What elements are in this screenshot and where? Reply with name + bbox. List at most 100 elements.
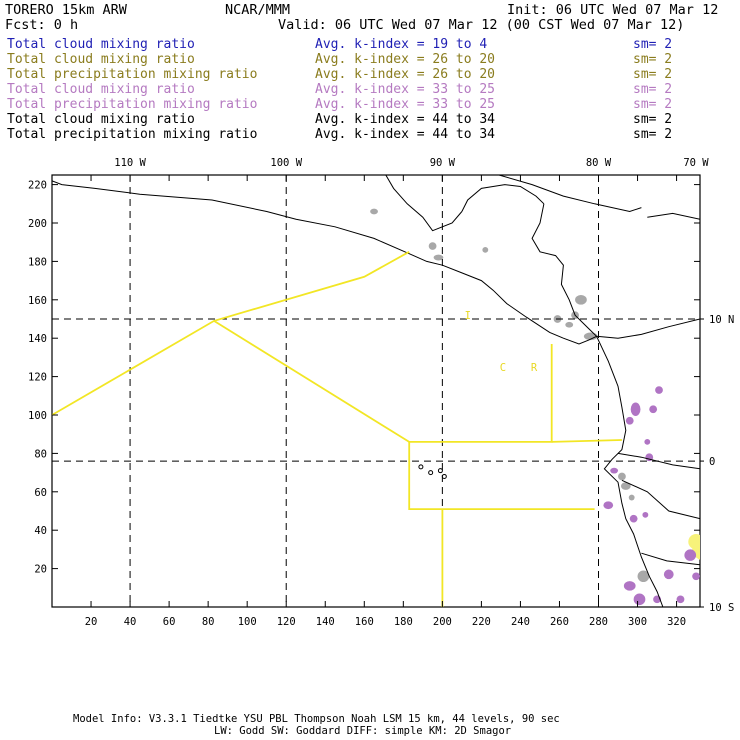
shading-blob: [630, 402, 641, 416]
shading-blob: [618, 472, 626, 481]
x-tick-label: 140: [316, 616, 335, 628]
region-letter: I: [465, 310, 471, 322]
islands: [418, 464, 447, 479]
shading-blob: [575, 295, 587, 305]
legend-field: Total cloud mixing ratio: [7, 37, 195, 52]
galapagos-1: [418, 464, 424, 470]
x-tick-label: 200: [433, 616, 452, 628]
physics-info: LW: Godd SW: Goddard DIFF: simple KM: 2D…: [214, 725, 511, 737]
shading-blob: [727, 538, 735, 546]
legend-smoothing: sm= 2: [633, 52, 672, 67]
shading-blob: [684, 549, 697, 561]
shading-blob: [428, 242, 437, 250]
model-info: Model Info: V3.3.1 Tiedtke YSU PBL Thomp…: [73, 713, 560, 725]
legend-row: Total cloud mixing ratio Avg. k-index = 4…: [7, 112, 672, 127]
header: TORERO 15km ARW NCAR/MMM Init: 06 UTC We…: [5, 2, 718, 33]
shading-blob: [633, 593, 646, 606]
x-tick-label: 300: [628, 616, 647, 628]
legend-k-index: Avg. k-index = 44 to 34: [315, 112, 495, 127]
shading-blob: [610, 467, 619, 474]
peru-border: [621, 479, 700, 520]
shading-blob: [637, 570, 650, 583]
region-letter: C: [500, 362, 506, 374]
legend-field: Total cloud mixing ratio: [7, 112, 195, 127]
y-tick-label: 140: [28, 333, 47, 345]
central-america-coast: [442, 264, 597, 345]
legend-smoothing: sm= 2: [633, 112, 672, 127]
model-title: TORERO 15km ARW: [5, 2, 128, 18]
shading-blob: [620, 482, 631, 490]
longitude-label: 70 W: [683, 157, 709, 169]
y-tick-label: 120: [28, 372, 47, 384]
shading-blob: [629, 514, 638, 523]
legend-smoothing: sm= 2: [633, 127, 672, 142]
legend-row: Total cloud mixing ratio Avg. k-index = 1…: [7, 37, 672, 52]
x-tick-label: 20: [85, 616, 98, 628]
organization: NCAR/MMM: [225, 2, 290, 18]
y-tick-label: 60: [34, 487, 47, 499]
legend-k-index: Avg. k-index = 19 to 4: [315, 37, 487, 52]
x-tick-label: 100: [238, 616, 257, 628]
init-time: Init: 06 UTC Wed 07 Mar 12: [507, 2, 718, 18]
legend-field: Total precipitation mixing ratio: [7, 97, 257, 112]
legend-k-index: Avg. k-index = 26 to 20: [315, 67, 495, 82]
latitude-label: 0: [709, 456, 715, 468]
caribbean-coast: [531, 203, 700, 339]
latitude-labels: 10 N 0 10 S: [700, 314, 734, 614]
y-tick-label: 180: [28, 256, 47, 268]
shading-blob: [649, 405, 658, 414]
shading-blob: [718, 534, 726, 542]
y-tick-label: 160: [28, 295, 47, 307]
legend-k-index: Avg. k-index = 26 to 20: [315, 52, 495, 67]
legend-row: Total cloud mixing ratio Avg. k-index = 2…: [7, 52, 672, 67]
footer: Model Info: V3.3.1 Tiedtke YSU PBL Thomp…: [73, 713, 560, 737]
x-tick-label: 60: [163, 616, 176, 628]
northwest-boundary: [52, 251, 410, 416]
legend-row: Total precipitation mixing ratio Avg. k-i…: [7, 67, 672, 82]
y-tick-label: 40: [34, 525, 47, 537]
galapagos-4: [441, 473, 447, 479]
shading-blob: [663, 569, 674, 580]
region-boundaries: [52, 251, 622, 607]
south-america-west-coast: [596, 336, 664, 607]
shading-blob: [655, 386, 663, 394]
cuba-coast: [498, 175, 642, 213]
shading-blob: [625, 416, 634, 425]
shading-blob: [370, 208, 378, 215]
y-tick-label: 220: [28, 180, 47, 192]
shading-blob: [565, 321, 574, 328]
x-tick-label: 160: [355, 616, 374, 628]
legend-smoothing: sm= 2: [633, 67, 672, 82]
longitude-label: 80 W: [586, 157, 612, 169]
legend-field: Total precipitation mixing ratio: [7, 67, 257, 82]
legend-k-index: Avg. k-index = 33 to 25: [315, 82, 495, 97]
y-tick-label: 20: [34, 564, 47, 576]
legend: Total cloud mixing ratio Avg. k-index = 1…: [7, 37, 672, 142]
shading-blob: [735, 597, 740, 605]
shading-blob: [642, 511, 649, 518]
legend-row: Total cloud mixing ratio Avg. k-index = 3…: [7, 82, 672, 97]
valid-time: Valid: 06 UTC Wed 07 Mar 12 (00 CST Wed …: [278, 17, 684, 33]
longitude-label: 90 W: [430, 157, 456, 169]
longitude-labels: 110 W 100 W 90 W 80 W 70 W: [114, 157, 709, 169]
legend-smoothing: sm= 2: [633, 37, 672, 52]
legend-smoothing: sm= 2: [633, 97, 672, 112]
hispaniola-coast: [647, 212, 700, 220]
south-boundary: [408, 441, 595, 511]
shading-blob: [433, 254, 444, 261]
west-boundary: [213, 320, 553, 443]
shading-blob: [688, 534, 700, 550]
shading-blob: [644, 439, 651, 445]
shading-blob: [705, 558, 719, 571]
plot-frame: [51, 174, 701, 608]
y-tick-label: 80: [34, 448, 47, 460]
latitude-label: 10 S: [709, 602, 734, 614]
shading-blob: [603, 501, 614, 510]
x-tick-label: 280: [589, 616, 608, 628]
y-axis-ticks: 20 40 60 80 100 120 140 160 180 200 220: [28, 180, 700, 576]
map-plot: IC R 20 40 60 80 100 120 140 160 180 200 220 240 260 2…: [28, 157, 740, 628]
region-letter: R: [531, 362, 538, 374]
bolivia-border: [641, 552, 700, 566]
x-tick-label: 240: [511, 616, 530, 628]
legend-field: Total cloud mixing ratio: [7, 82, 195, 97]
